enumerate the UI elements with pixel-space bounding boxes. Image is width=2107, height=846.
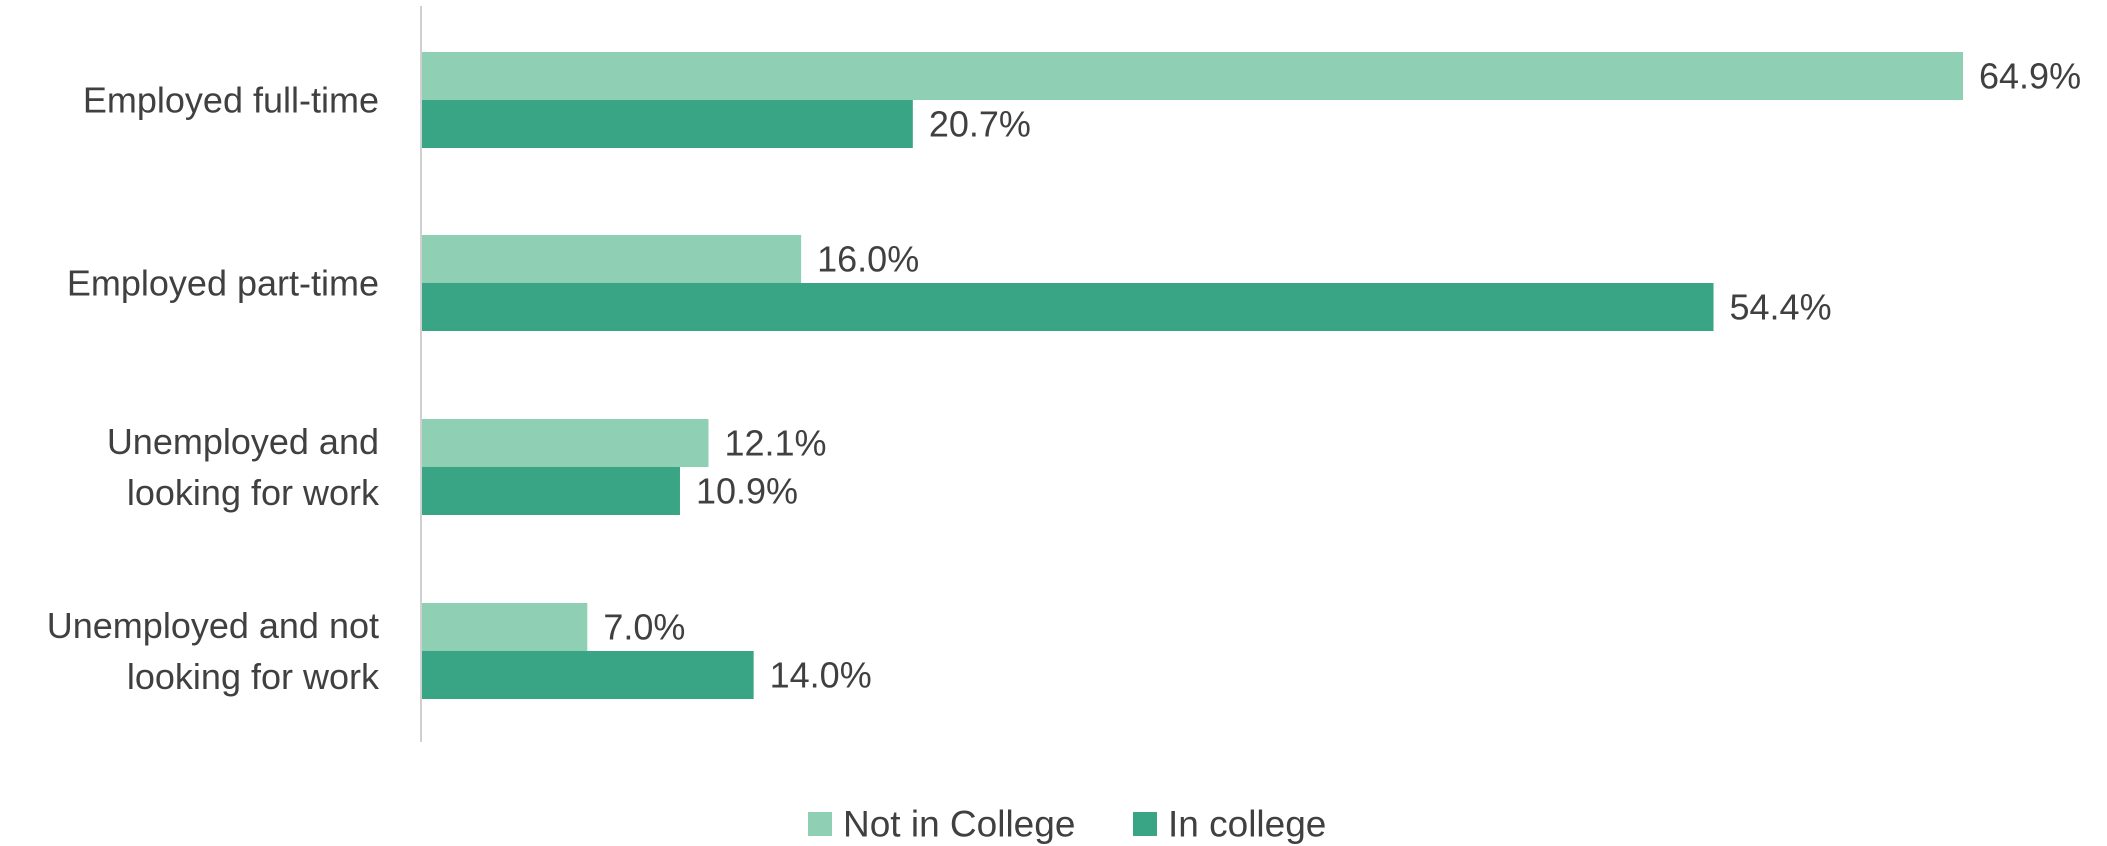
data-label: 54.4% [1730,287,1832,328]
legend-label: Not in College [843,804,1075,845]
bars-layer [421,52,1963,699]
category-label: Unemployed and not [47,605,379,646]
bar [421,603,588,651]
data-label: 20.7% [929,104,1031,145]
labels-layer: Employed full-time 64.9% 20.7% Employed par… [47,56,2081,698]
category-label: Employed full-time [83,80,379,121]
legend-label: In college [1168,804,1326,845]
legend: Not in College In college [808,804,1326,845]
legend-swatch [1133,812,1157,836]
bar [421,467,680,515]
bar [421,235,802,283]
category-label: looking for work [127,472,380,513]
bar [421,283,1714,331]
data-label: 7.0% [603,607,685,648]
data-label: 14.0% [770,655,872,696]
data-label: 64.9% [1979,56,2081,97]
bar [421,651,754,699]
category-label: looking for work [127,656,380,697]
category-label: Unemployed and [107,421,379,462]
bar [421,100,913,148]
data-label: 10.9% [696,471,798,512]
data-label: 12.1% [724,423,826,464]
data-label: 16.0% [817,239,919,280]
category-label: Employed part-time [67,263,379,304]
legend-swatch [808,812,832,836]
bar [421,419,709,467]
bar [421,52,1963,100]
